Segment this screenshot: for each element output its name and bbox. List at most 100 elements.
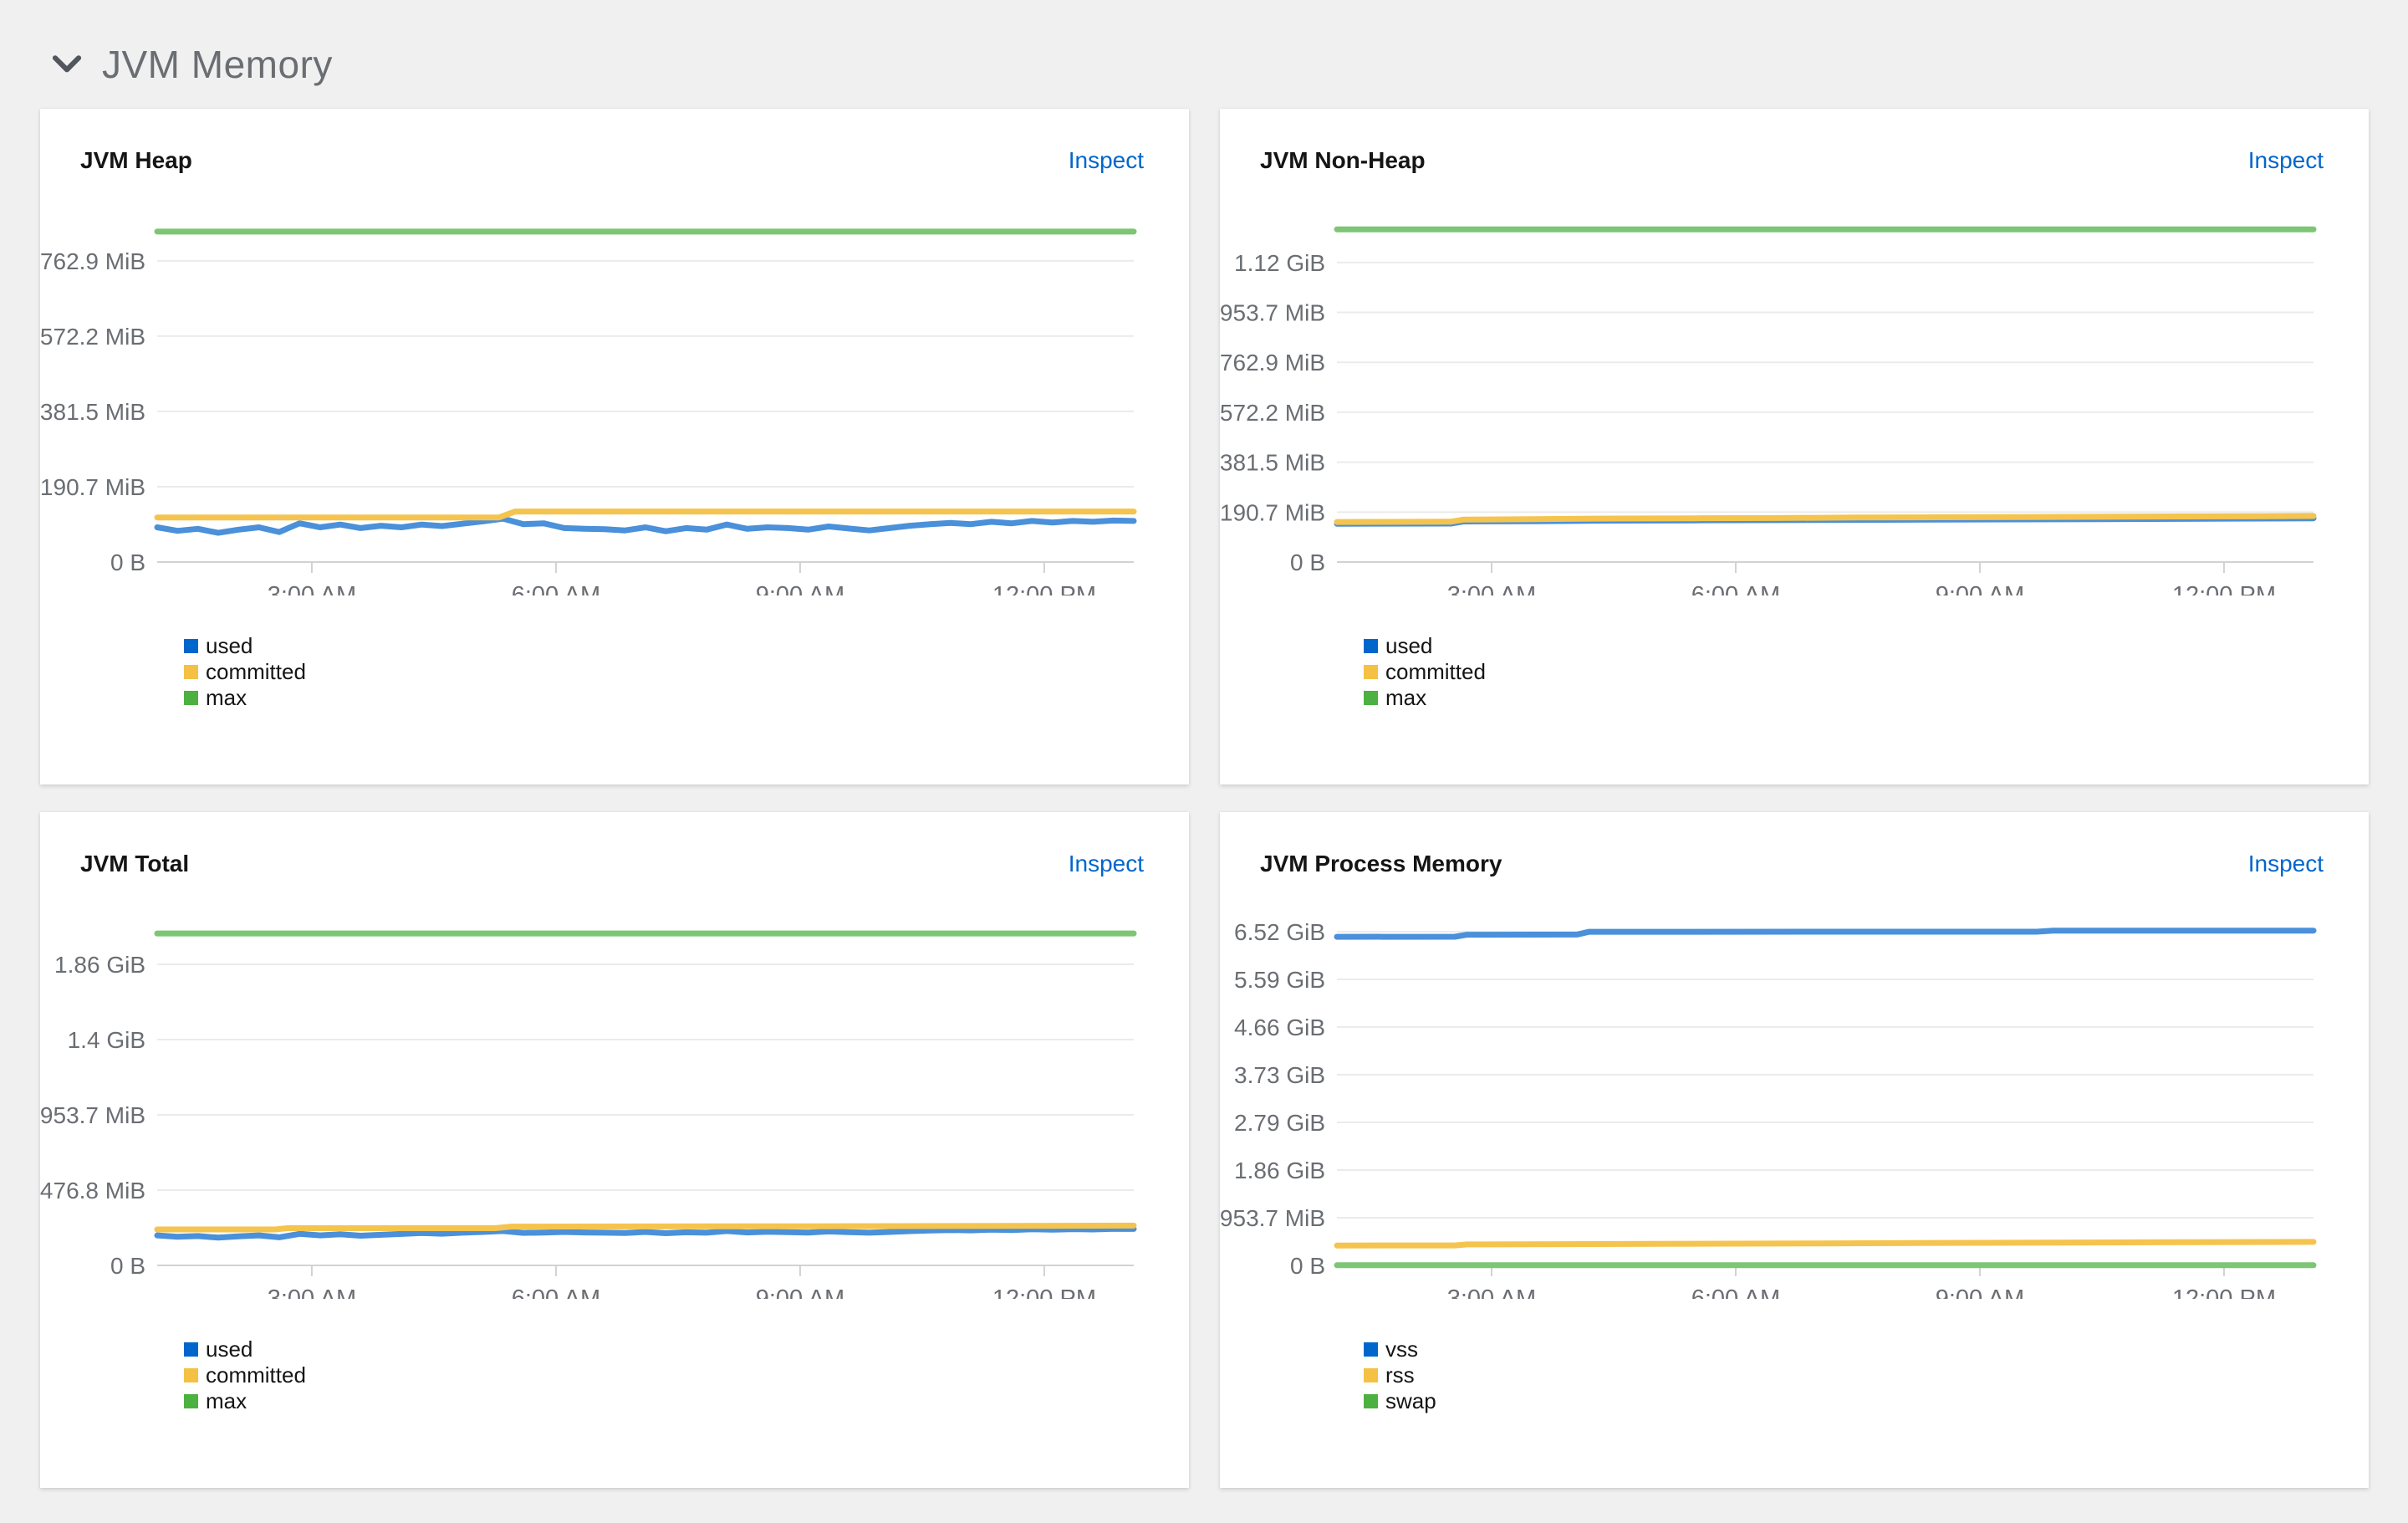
card-title: JVM Non-Heap <box>1260 147 1426 173</box>
card-jvm-non-heap: JVM Non-Heap Inspect 0 B 190.7 MiB 381.5 M… <box>1220 109 2369 784</box>
x-tick-label: 6:00 AM <box>512 1285 600 1299</box>
jvm-total-chart[interactable]: 0 B 476.8 MiB 953.7 MiB 1.4 GiB 1.86 GiB 3:00… <box>40 897 1189 1299</box>
rss-line <box>1334 1239 2317 1249</box>
chevron-down-icon <box>52 55 82 73</box>
x-tick-label: 3:00 AM <box>1447 582 1536 595</box>
jvm-process-memory-chart[interactable]: 0 B 953.7 MiB 1.86 GiB 2.79 GiB 3.73 GiB 4.66… <box>1220 897 2369 1299</box>
y-tick-label: 1.4 GiB <box>68 1027 145 1053</box>
section-title: JVM Memory <box>102 43 333 86</box>
x-tick-label: 9:00 AM <box>1936 582 2024 595</box>
x-tick-label: 6:00 AM <box>1691 1285 1780 1299</box>
legend-label: max <box>206 685 247 710</box>
card-title: JVM Process Memory <box>1260 851 1502 876</box>
used-line <box>154 1225 1137 1241</box>
legend-swatch-icon <box>184 690 198 705</box>
legend-item-vss: vss <box>1364 1336 2369 1362</box>
legend-item-rss: rss <box>1364 1362 2369 1388</box>
legend-label: max <box>1385 685 1427 710</box>
legend-swatch-icon <box>184 1367 198 1382</box>
legend-swatch-icon <box>1364 1367 1378 1382</box>
x-tick-label: 9:00 AM <box>756 1285 844 1299</box>
y-tick-label: 1.12 GiB <box>1234 250 1325 276</box>
x-tick-label: 12:00 PM <box>992 582 1096 595</box>
card-header: JVM Total Inspect <box>40 812 1189 877</box>
x-tick-label: 6:00 AM <box>1691 582 1780 595</box>
legend-item-used: used <box>184 633 1189 658</box>
y-tick-label: 953.7 MiB <box>1220 1205 1325 1231</box>
legend-label: swap <box>1385 1388 1436 1413</box>
y-tick-label: 0 B <box>110 1253 145 1279</box>
committed-line <box>154 1222 1137 1233</box>
y-tick-label: 476.8 MiB <box>40 1178 145 1204</box>
card-jvm-heap: JVM Heap Inspect 0 B 190.7 MiB 381.5 MiB 57… <box>40 109 1189 784</box>
x-tick-label: 12:00 PM <box>992 1285 1096 1299</box>
jvm-heap-chart[interactable]: 0 B 190.7 MiB 381.5 MiB 572.2 MiB 762.9 MiB 3… <box>40 194 1189 595</box>
y-tick-label: 5.59 GiB <box>1234 967 1325 993</box>
y-tick-label: 953.7 MiB <box>1220 300 1325 326</box>
legend-swatch-icon <box>1364 690 1378 705</box>
legend-label: used <box>206 633 253 658</box>
inspect-link[interactable]: Inspect <box>1068 851 1144 876</box>
inspect-link[interactable]: Inspect <box>1068 147 1144 173</box>
y-tick-label: 0 B <box>1290 1253 1325 1279</box>
inspect-link[interactable]: Inspect <box>2247 851 2324 876</box>
jvm-memory-section-toggle[interactable]: JVM Memory <box>0 0 2408 87</box>
y-tick-label: 0 B <box>1290 549 1325 575</box>
legend-item-committed: committed <box>1364 659 2369 684</box>
y-tick-label: 1.86 GiB <box>1234 1158 1325 1183</box>
y-tick-label: 4.66 GiB <box>1234 1014 1325 1040</box>
legend-label: rss <box>1385 1362 1415 1388</box>
committed-line <box>1334 513 2317 525</box>
y-tick-label: 6.52 GiB <box>1234 919 1325 945</box>
chart-legend: used committed max <box>184 1338 1189 1413</box>
inspect-link[interactable]: Inspect <box>2247 147 2324 173</box>
y-tick-label: 572.2 MiB <box>1220 400 1325 426</box>
y-tick-label: 0 B <box>110 549 145 575</box>
legend-swatch-icon <box>184 664 198 679</box>
card-header: JVM Non-Heap Inspect <box>1220 109 2369 174</box>
legend-item-used: used <box>1364 633 2369 658</box>
legend-swatch-icon <box>184 638 198 653</box>
y-tick-label: 762.9 MiB <box>40 248 145 274</box>
card-title: JVM Heap <box>80 147 192 173</box>
charts-grid: JVM Heap Inspect 0 B 190.7 MiB 381.5 MiB 57… <box>40 109 2369 1488</box>
legend-item-max: max <box>1364 685 2369 710</box>
y-tick-label: 381.5 MiB <box>40 399 145 425</box>
legend-label: used <box>1385 633 1433 658</box>
legend-label: vss <box>1385 1336 1418 1362</box>
legend-item-max: max <box>184 1388 1189 1413</box>
legend-swatch-icon <box>1364 1342 1378 1357</box>
legend-swatch-icon <box>184 1393 198 1408</box>
card-title: JVM Total <box>80 851 190 876</box>
y-tick-label: 762.9 MiB <box>1220 350 1325 376</box>
jvm-non-heap-chart[interactable]: 0 B 190.7 MiB 381.5 MiB 572.2 MiB 762.9 MiB 9… <box>1220 194 2369 595</box>
legend-item-used: used <box>184 1338 1189 1360</box>
x-tick-label: 9:00 AM <box>1936 1285 2024 1299</box>
card-jvm-process-memory: JVM Process Memory Inspect 0 B 953.7 MiB 1… <box>1220 812 2369 1488</box>
legend-label: committed <box>1385 659 1486 684</box>
y-tick-label: 572.2 MiB <box>40 324 145 350</box>
vss-line <box>1334 928 2317 940</box>
legend-item-committed: committed <box>184 1362 1189 1388</box>
y-tick-label: 2.79 GiB <box>1234 1110 1325 1136</box>
chart-legend: used committed max <box>184 633 1189 710</box>
x-tick-label: 12:00 PM <box>2172 1285 2276 1299</box>
x-tick-label: 3:00 AM <box>1447 1285 1536 1299</box>
legend-label: max <box>206 1388 247 1413</box>
legend-swatch-icon <box>1364 1393 1378 1408</box>
chart-legend: vss rss swap <box>1364 1336 2369 1413</box>
card-jvm-total: JVM Total Inspect 0 B 476.8 MiB 953.7 MiB 1… <box>40 812 1189 1488</box>
legend-swatch-icon <box>1364 638 1378 653</box>
y-tick-label: 1.86 GiB <box>54 952 145 978</box>
x-tick-label: 9:00 AM <box>756 582 844 595</box>
x-tick-label: 12:00 PM <box>2172 582 2276 595</box>
x-tick-label: 6:00 AM <box>512 582 600 595</box>
x-tick-label: 3:00 AM <box>268 582 356 595</box>
y-tick-label: 953.7 MiB <box>40 1102 145 1128</box>
used-line <box>154 515 1137 536</box>
y-tick-label: 381.5 MiB <box>1220 450 1325 476</box>
legend-label: committed <box>206 659 306 684</box>
legend-label: committed <box>206 1362 306 1388</box>
x-tick-label: 3:00 AM <box>268 1285 356 1299</box>
y-tick-label: 190.7 MiB <box>1220 499 1325 525</box>
